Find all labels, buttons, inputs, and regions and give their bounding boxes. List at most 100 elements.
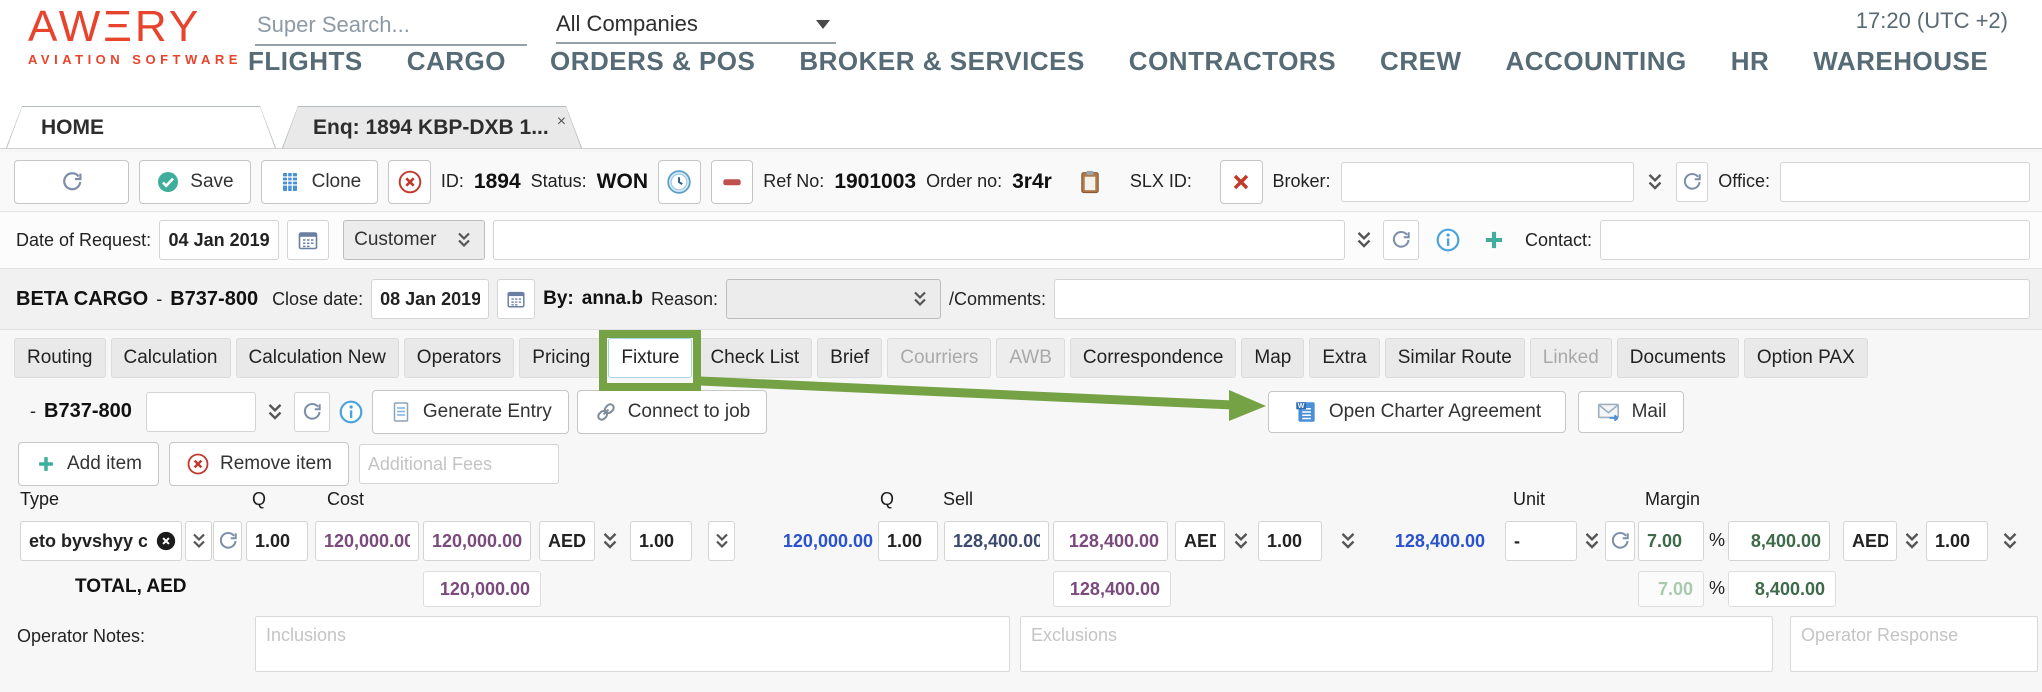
office-input[interactable] (1779, 161, 2030, 202)
fixture-refresh-button[interactable] (293, 391, 330, 432)
clipboard-icon[interactable] (1076, 168, 1104, 196)
customer-chevron-icon[interactable] (1353, 229, 1375, 251)
sell-rate-input[interactable] (1258, 521, 1322, 561)
close-date-input[interactable] (371, 279, 490, 319)
history-button[interactable] (658, 159, 701, 204)
cost-rate-input[interactable] (630, 521, 692, 561)
tab-operators[interactable]: Operators (403, 338, 515, 378)
clear-icon[interactable] (155, 530, 177, 552)
company-filter-select[interactable]: All Companies (556, 6, 836, 44)
broker-refresh-button[interactable] (1676, 161, 1709, 202)
margin-percent-input[interactable] (1638, 521, 1704, 561)
customer-refresh-button[interactable] (1382, 220, 1419, 260)
margin-amount-input[interactable] (1728, 521, 1830, 561)
fixture-chevron-icon[interactable] (264, 401, 286, 423)
broker-chevron-icon[interactable] (1644, 171, 1666, 193)
tab-brief[interactable]: Brief (817, 338, 883, 378)
sell-rate-chevron-icon[interactable] (1337, 530, 1359, 552)
nav-item-hr[interactable]: HR (1730, 46, 1770, 76)
margin-currency-input[interactable] (1843, 521, 1897, 561)
broker-input[interactable] (1340, 161, 1635, 202)
open-charter-agreement-button[interactable]: Open Charter Agreement (1268, 390, 1566, 433)
save-button[interactable]: Save (139, 159, 251, 204)
type-refresh-button[interactable] (213, 521, 242, 561)
check-circle-icon (156, 170, 180, 194)
tab-check-list[interactable]: Check List (697, 338, 813, 378)
date-calendar-button[interactable] (287, 220, 330, 260)
inclusions-textarea[interactable] (255, 616, 1010, 672)
document-icon (389, 400, 413, 424)
tab-extra[interactable]: Extra (1309, 338, 1380, 378)
tab-option-pax[interactable]: Option PAX (1743, 338, 1868, 378)
mail-button[interactable]: Mail (1578, 390, 1684, 433)
contact-input[interactable] (1600, 220, 2030, 260)
cost-price-input[interactable] (315, 521, 419, 561)
reason-select[interactable] (726, 279, 942, 319)
margin-rate-input[interactable] (1926, 521, 1988, 561)
margin-currency-chevron-icon[interactable] (1901, 530, 1923, 552)
nav-item-broker-services[interactable]: BROKER & SERVICES (799, 46, 1085, 76)
qty-cost-input[interactable] (246, 521, 308, 561)
tab-similar-route[interactable]: Similar Route (1384, 338, 1525, 378)
fixture-search-input[interactable] (145, 391, 256, 432)
info-icon[interactable] (1435, 227, 1461, 253)
sell-currency-chevron-icon[interactable] (1230, 530, 1252, 552)
tab-close-icon[interactable]: × (556, 113, 567, 130)
add-item-button[interactable]: Add item (18, 442, 159, 486)
clone-button[interactable]: Clone (260, 159, 379, 204)
tab-fixture[interactable]: Fixture (608, 338, 693, 378)
qty-sell-input[interactable] (878, 521, 938, 561)
customer-input[interactable] (493, 220, 1345, 260)
item-type-input[interactable] (20, 521, 182, 561)
sell-total-input[interactable] (1053, 521, 1168, 561)
cost-currency-chevron-icon[interactable] (599, 530, 621, 552)
tab-home[interactable]: HOME (6, 106, 276, 148)
customer-type-select[interactable]: Customer (343, 220, 486, 260)
nav-item-orders-pos[interactable]: ORDERS & POS (550, 46, 756, 76)
slx-clear-button[interactable] (1219, 159, 1263, 204)
exclusions-textarea[interactable] (1020, 616, 1773, 672)
comments-input[interactable] (1054, 279, 2030, 319)
additional-fees-input[interactable] (358, 444, 559, 484)
margin-rate-chevron-icon[interactable] (1999, 530, 2021, 552)
nav-item-flights[interactable]: FLIGHTS (248, 46, 363, 76)
sell-currency-input[interactable] (1175, 521, 1225, 561)
generate-entry-button[interactable]: Generate Entry (371, 389, 569, 434)
tab-calculation-new[interactable]: Calculation New (235, 338, 399, 378)
add-contact-icon[interactable] (1481, 227, 1507, 253)
close-date-calendar-button[interactable] (497, 279, 536, 319)
refresh-button[interactable] (14, 159, 130, 204)
super-search-input[interactable] (255, 6, 527, 46)
cost-total-input[interactable] (423, 521, 531, 561)
nav-item-accounting[interactable]: ACCOUNTING (1505, 46, 1687, 76)
nav-item-crew[interactable]: CREW (1380, 46, 1462, 76)
unit-chevron-icon[interactable] (1581, 530, 1603, 552)
tab-calculation[interactable]: Calculation (110, 338, 231, 378)
request-row: Date of Request: Customer Contact: (0, 212, 2042, 268)
cost-rate-chevron-button[interactable] (708, 521, 735, 561)
cost-currency-input[interactable] (539, 521, 595, 561)
connect-to-job-button[interactable]: Connect to job (576, 389, 768, 434)
remove-item-button[interactable]: Remove item (168, 442, 349, 486)
unit-input[interactable] (1505, 521, 1577, 561)
tab-pricing[interactable]: Pricing (519, 338, 604, 378)
info-icon[interactable] (338, 399, 364, 425)
tab-correspondence[interactable]: Correspondence (1069, 338, 1237, 378)
tab-enquiry[interactable]: Enq: 1894 KBP-DXB 1... × (282, 106, 582, 148)
sell-price-input[interactable] (944, 521, 1049, 561)
nav-item-warehouse[interactable]: WAREHOUSE (1813, 46, 1989, 76)
nav-item-cargo[interactable]: CARGO (406, 46, 506, 76)
type-chevron-button[interactable] (185, 521, 212, 561)
tab-map[interactable]: Map (1241, 338, 1305, 378)
date-of-request-input[interactable] (159, 220, 280, 260)
tab-documents[interactable]: Documents (1616, 338, 1739, 378)
nav-item-contractors[interactable]: CONTRACTORS (1128, 46, 1337, 76)
main-nav: FLIGHTS CARGO ORDERS & POS BROKER & SERV… (248, 46, 1988, 77)
margin-refresh-button[interactable] (1605, 521, 1635, 561)
tab-routing[interactable]: Routing (14, 338, 106, 378)
chevron-double-icon (712, 531, 732, 551)
cancel-enquiry-button[interactable] (388, 159, 431, 204)
operator-response-textarea[interactable] (1790, 616, 2038, 672)
remove-button[interactable] (710, 159, 754, 204)
percent-sign: % (1709, 530, 1726, 550)
